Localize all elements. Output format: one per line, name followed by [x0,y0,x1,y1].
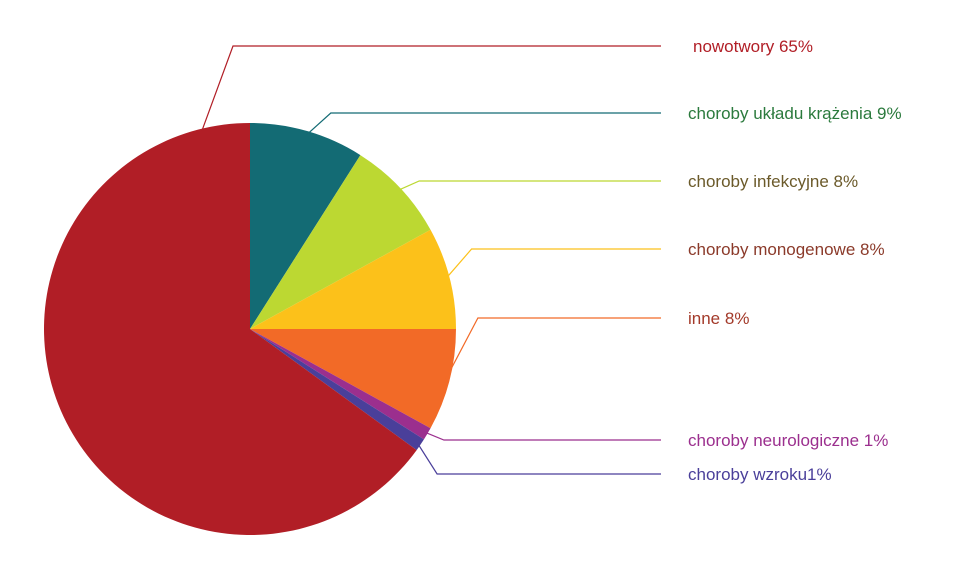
pie-slice-5 [250,329,431,440]
leader-line-4 [445,317,661,380]
slice-label-5: choroby neurologiczne 1% [688,431,888,450]
pie-slice-6 [250,329,424,451]
labels: choroby układu krążenia 9% choroby infekc… [688,37,902,484]
leaders [200,45,661,475]
slices [43,123,456,535]
pie-slice-1 [250,123,361,329]
leader-line-3 [445,248,661,280]
slice-label-7: nowotwory 65% [693,37,813,56]
slice-label-4: inne 8% [688,309,749,328]
slice-label-3: choroby monogenowe 8% [688,240,885,259]
pie-slice-4 [250,329,456,429]
pie-slice-7 [43,123,417,535]
leader-line-7 [200,45,661,134]
leader-line-5 [423,431,661,441]
slice-label-1: choroby układu krążenia 9% [688,104,902,123]
slice-label-6: choroby wzroku1% [688,465,832,484]
pie-slice-2 [250,155,431,329]
slice-label-2: choroby infekcyjne 8% [688,172,858,191]
pie-slice-3 [250,229,456,329]
leader-line-6 [416,442,661,475]
leader-line-1 [305,112,661,136]
leader-line-2 [397,180,661,192]
